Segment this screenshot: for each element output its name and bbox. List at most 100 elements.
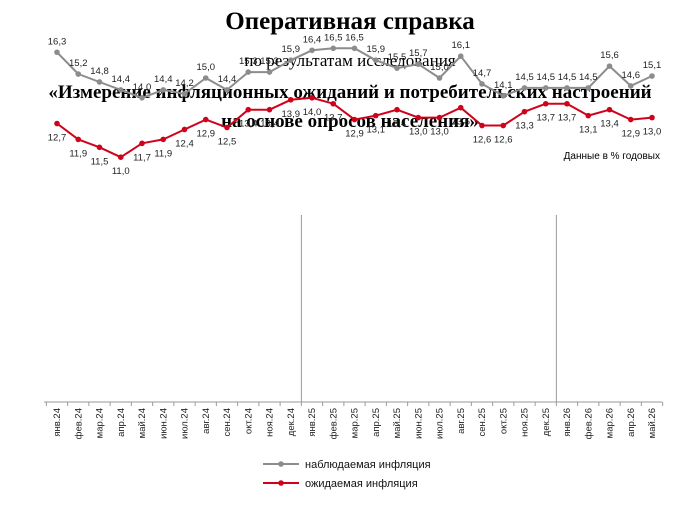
expected-inflation-point xyxy=(627,116,634,123)
x-tick-label: ноя.24 xyxy=(265,408,276,437)
x-tick-label: сен.24 xyxy=(222,408,233,437)
observed-inflation-data-label: 14,4 xyxy=(154,74,173,85)
expected-inflation-point xyxy=(436,114,443,121)
x-tick-label: окт.25 xyxy=(498,408,509,434)
expected-inflation-data-label: 13,1 xyxy=(367,125,386,136)
expected-inflation-point xyxy=(287,96,294,103)
expected-inflation-data-label: 13,0 xyxy=(430,127,449,138)
observed-inflation-point xyxy=(96,79,103,85)
x-tick-label: фев.24 xyxy=(73,408,84,439)
x-tick-label: фев.25 xyxy=(328,408,339,439)
expected-inflation-data-label: 13,5 xyxy=(452,117,471,128)
legend-marker xyxy=(278,461,284,467)
observed-inflation-point xyxy=(160,87,167,93)
x-tick-label: июл.24 xyxy=(180,408,191,439)
expected-inflation-point xyxy=(224,124,230,131)
observed-inflation-point xyxy=(181,91,188,97)
expected-inflation-data-label: 14,0 xyxy=(303,107,322,118)
expected-inflation-point xyxy=(139,140,145,147)
legend-marker xyxy=(278,480,284,486)
expected-inflation-data-label: 13,7 xyxy=(558,113,577,124)
observed-inflation-point xyxy=(457,53,464,60)
observed-inflation-data-label: 14,5 xyxy=(579,72,598,83)
observed-inflation-point xyxy=(309,47,315,54)
x-tick-label: май.24 xyxy=(137,408,148,438)
expected-inflation-data-label: 12,5 xyxy=(218,137,237,148)
expected-inflation-data-label: 13,4 xyxy=(260,119,279,130)
observed-inflation-data-label: 15,9 xyxy=(282,44,301,55)
expected-inflation-data-label: 12,6 xyxy=(473,135,492,146)
expected-inflation-point xyxy=(542,100,549,107)
expected-inflation-data-label: 12,9 xyxy=(622,129,641,140)
expected-inflation-point xyxy=(181,126,188,133)
observed-inflation-data-label: 16,5 xyxy=(324,32,343,43)
expected-inflation-point xyxy=(117,154,124,160)
observed-inflation-data-label: 15,9 xyxy=(367,44,386,55)
x-tick-label: дек.24 xyxy=(286,408,297,436)
x-tick-label: мар.26 xyxy=(605,408,616,438)
legend-label-observed: наблюдаемая инфляция xyxy=(305,459,431,471)
x-tick-label: янв.25 xyxy=(307,408,318,437)
x-tick-label: апр.24 xyxy=(116,408,127,437)
observed-inflation-point xyxy=(330,45,337,52)
observed-inflation-data-label: 14,0 xyxy=(133,82,152,93)
expected-inflation-data-label: 11,0 xyxy=(112,166,130,177)
expected-inflation-point xyxy=(54,120,60,127)
observed-inflation-point xyxy=(372,57,379,63)
observed-inflation-data-label: 14,6 xyxy=(622,70,641,81)
observed-inflation-point xyxy=(202,75,209,81)
x-tick-label: июн.25 xyxy=(413,408,424,439)
observed-inflation-point xyxy=(54,49,60,56)
observed-inflation-data-label: 16,3 xyxy=(48,36,67,47)
expected-inflation-data-label: 13,4 xyxy=(600,119,619,130)
observed-inflation-point xyxy=(139,95,145,101)
observed-inflation-data-label: 15,3 xyxy=(260,56,279,67)
x-tick-label: мар.25 xyxy=(350,408,361,438)
expected-inflation-data-label: 11,9 xyxy=(154,148,172,159)
expected-inflation-point xyxy=(202,116,209,123)
observed-inflation-point xyxy=(585,85,592,91)
observed-inflation-data-label: 14,5 xyxy=(515,72,534,83)
expected-inflation-point xyxy=(521,108,528,115)
expected-inflation-data-label: 12,9 xyxy=(345,129,364,140)
expected-inflation-point xyxy=(351,116,358,123)
expected-inflation-point xyxy=(394,106,400,113)
observed-inflation-data-label: 14,4 xyxy=(112,74,131,85)
x-tick-label: авг.25 xyxy=(456,408,467,434)
x-tick-label: июл.25 xyxy=(435,408,446,439)
expected-inflation-point xyxy=(479,122,485,129)
x-tick-label: авг.24 xyxy=(201,408,212,434)
expected-inflation-data-label: 13,1 xyxy=(579,125,598,136)
x-tick-label: май.25 xyxy=(392,408,403,438)
expected-inflation-data-label: 12,9 xyxy=(197,129,216,140)
observed-inflation-data-label: 15,1 xyxy=(643,60,662,71)
expected-inflation-point xyxy=(372,112,379,119)
observed-inflation-point xyxy=(649,73,655,79)
observed-inflation-data-label: 16,4 xyxy=(303,34,322,45)
observed-inflation-data-label: 15,3 xyxy=(239,56,258,67)
observed-inflation-point xyxy=(245,69,252,75)
expected-inflation-point xyxy=(309,95,315,101)
observed-inflation-point xyxy=(351,45,358,52)
x-tick-label: сен.25 xyxy=(477,408,488,437)
observed-inflation-point xyxy=(224,87,230,93)
expected-inflation-point xyxy=(564,100,570,107)
expected-inflation-data-label: 13,4 xyxy=(239,119,258,130)
expected-inflation-point xyxy=(266,106,273,113)
x-tick-label: дек.25 xyxy=(541,408,552,436)
x-tick-label: янв.24 xyxy=(52,408,63,437)
expected-inflation-point xyxy=(500,122,507,129)
observed-inflation-data-label: 14,5 xyxy=(537,72,556,83)
expected-inflation-data-label: 12,7 xyxy=(48,133,67,144)
observed-inflation-data-label: 14,4 xyxy=(218,74,237,85)
x-tick-label: май.26 xyxy=(647,408,658,438)
expected-inflation-point xyxy=(245,106,252,113)
expected-inflation-point xyxy=(330,100,337,107)
observed-inflation-point xyxy=(266,69,273,75)
observed-inflation-point xyxy=(415,61,422,67)
expected-inflation-data-label: 13,4 xyxy=(388,119,407,130)
observed-inflation-point xyxy=(500,93,507,99)
expected-inflation-point xyxy=(96,144,103,151)
observed-inflation-data-label: 14,2 xyxy=(175,78,194,89)
